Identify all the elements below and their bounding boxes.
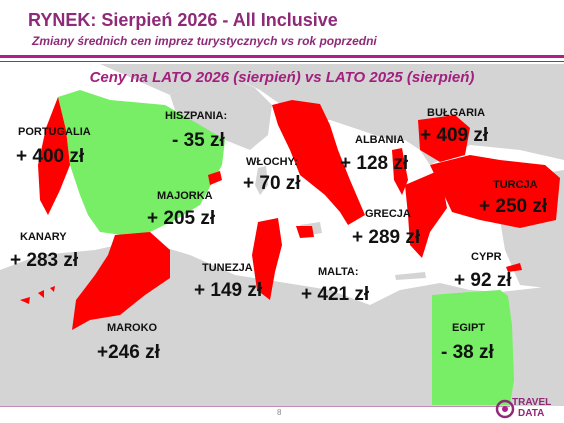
morocco-region (72, 232, 170, 330)
destination-name-grecja: GRECJA (365, 208, 411, 220)
destination-change-grecja: + 289 zł (352, 227, 421, 248)
tunisia-region (252, 218, 282, 300)
portugal-region (38, 97, 70, 215)
france-land (170, 75, 272, 150)
destination-change-majorka: + 205 zł (147, 208, 216, 229)
albania-region (392, 148, 408, 195)
malta-region (296, 226, 314, 238)
destination-change-kanary: + 283 zł (10, 250, 79, 271)
turkey-region (430, 155, 560, 228)
destination-change-maroko: +246 zł (97, 342, 160, 363)
destination-name-hiszpania: HISZPANIA: (165, 110, 228, 122)
destination-name-cypr: CYPR (471, 251, 502, 263)
header-divider-thin (0, 61, 564, 62)
destination-change-malta: + 421 zł (301, 284, 370, 305)
destination-change-turcja: + 250 zł (479, 196, 548, 217)
destination-change-wlochy: + 70 zł (243, 173, 301, 194)
slide-title: RYNEK: Sierpień 2026 - All Inclusive (28, 10, 338, 30)
destination-name-wlochy: WŁOCHY: (246, 156, 298, 168)
logo-text-travel: TRAVEL (512, 397, 552, 408)
destination-name-maroko: MAROKO (107, 322, 158, 334)
map (0, 64, 564, 406)
sardinia-land (255, 166, 268, 195)
map-heading: Ceny na LATO 2026 (sierpień) vs LATO 202… (89, 69, 475, 86)
destination-change-bulgaria: + 409 zł (420, 125, 489, 146)
cyprus-region (506, 263, 522, 272)
destination-name-tunezja: TUNEZJA (202, 262, 253, 274)
destination-change-tunezja: + 149 zł (194, 280, 263, 301)
destination-change-portugalia: + 400 zł (16, 146, 85, 167)
destination-name-kanary: KANARY (20, 231, 67, 243)
italy-region (272, 100, 365, 225)
spain-region (58, 90, 225, 236)
majorca-region (208, 171, 222, 185)
footer-divider (0, 406, 510, 407)
destination-change-albania: + 128 zł (340, 153, 409, 174)
destination-change-cypr: + 92 zł (454, 270, 512, 291)
travel-data-logo: TRAVEL DATA (494, 396, 560, 422)
destination-name-albania: ALBANIA (355, 134, 405, 146)
crete-land (395, 272, 426, 280)
egypt-region (432, 290, 514, 405)
destination-name-egipt: EGIPT (452, 322, 486, 334)
canary-islands-region (20, 286, 55, 304)
destination-name-bulgaria: BUŁGARIA (427, 107, 486, 119)
page-number: 8 (277, 408, 282, 417)
logo-text-data: DATA (518, 408, 545, 419)
destination-change-hiszpania: - 35 zł (172, 130, 225, 151)
destination-name-majorka: MAJORKA (157, 190, 213, 202)
logo-ring-icon (495, 399, 515, 419)
header-divider (0, 55, 564, 58)
greece-region (405, 170, 447, 258)
destination-change-egipt: - 38 zł (441, 342, 494, 363)
destination-name-malta: MALTA: (318, 266, 359, 278)
destination-name-portugalia: PORTUGALIA (18, 126, 91, 138)
destination-name-turcja: TURCJA (493, 179, 538, 191)
bulgaria-region (418, 115, 470, 162)
slide-subtitle: Zmiany średnich cen imprez turystycznych… (32, 34, 377, 48)
